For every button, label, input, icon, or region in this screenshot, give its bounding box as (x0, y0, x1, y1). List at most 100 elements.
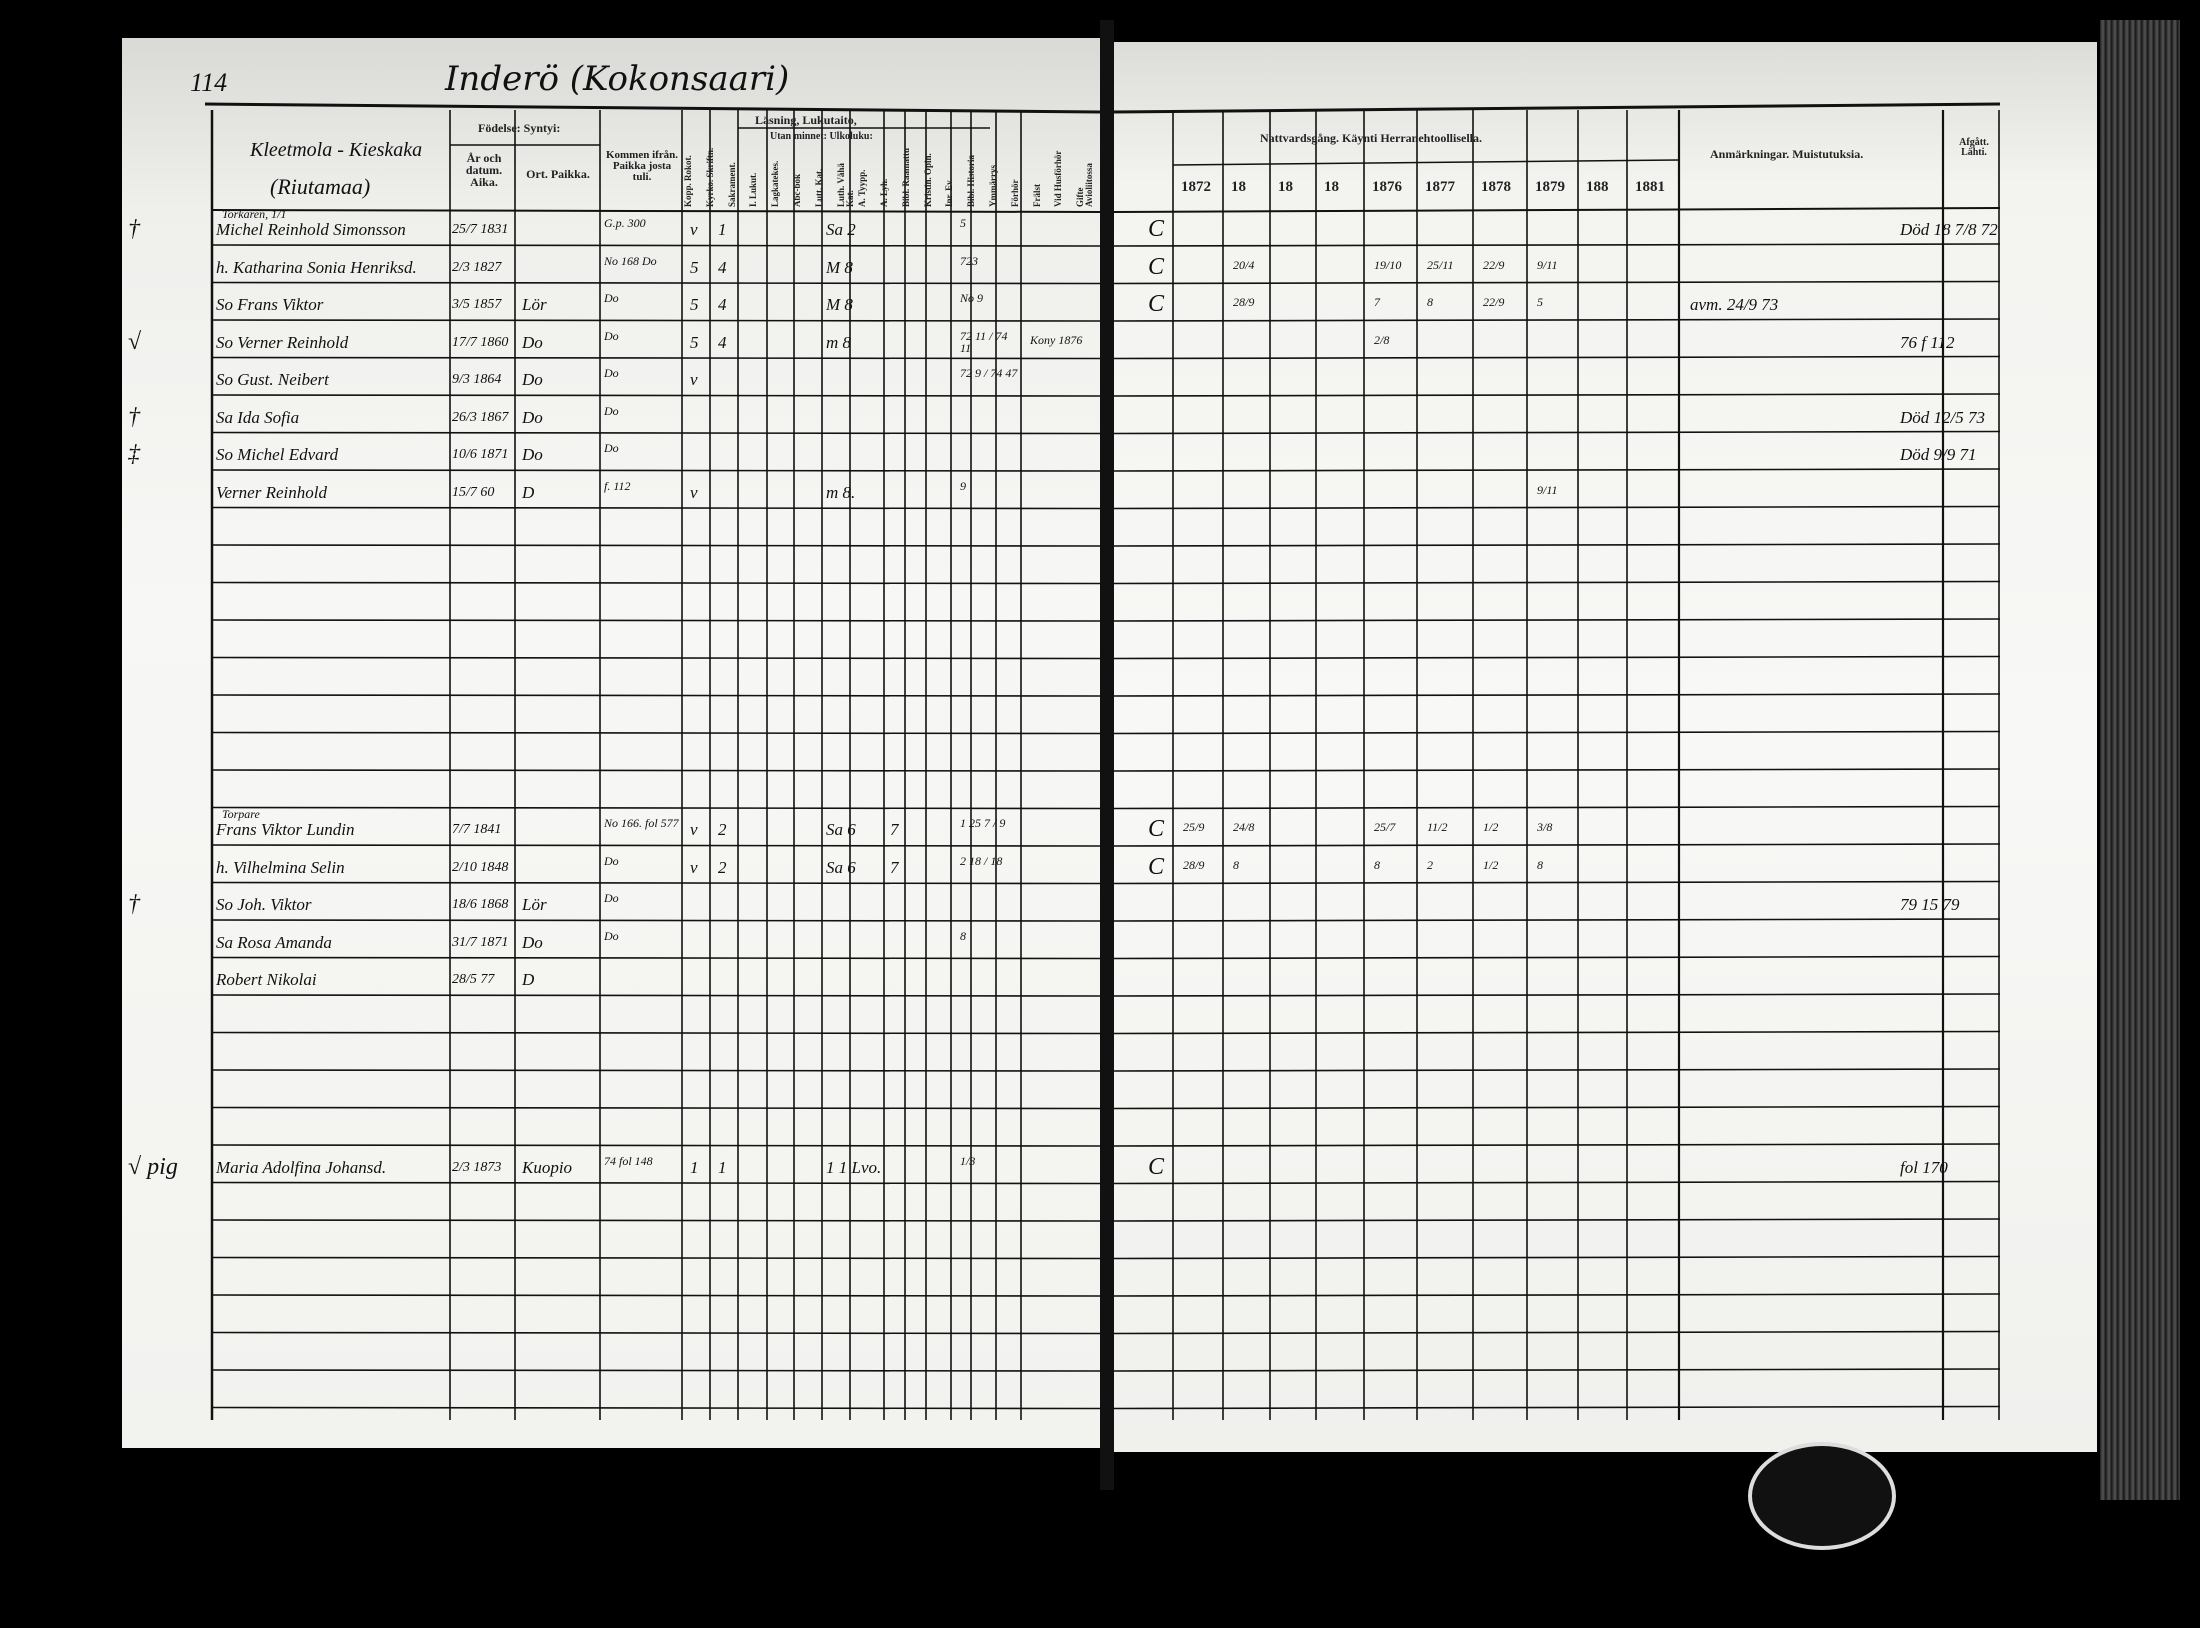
row-rule (211, 1181, 1101, 1185)
person-name: Sa Ida Sofia (216, 407, 300, 427)
person-name: Verner Reinhold (216, 482, 327, 502)
birth-place: Do (522, 932, 543, 952)
communion-mark: C (1148, 1153, 1165, 1180)
communion-date: 8 (1427, 295, 1433, 309)
came-from: Do (604, 291, 619, 305)
status-mark: † (128, 891, 140, 917)
communion-date: 24/8 (1233, 820, 1255, 834)
catechism-mark: Sa 6 (826, 857, 856, 877)
remarks-header: Anmärkningar. Muistutuksia. (1710, 147, 1864, 161)
column-header: Vid Husförhör (1053, 150, 1063, 207)
reading-mark: 1 (690, 1157, 699, 1177)
household-exam: 72 11 / 74 11 (960, 328, 1008, 355)
communion-date: 1/2 (1483, 820, 1499, 834)
row-rule (1111, 1368, 2001, 1372)
row-rule (211, 844, 1101, 847)
row-rule (211, 544, 1101, 547)
row-rule (1111, 993, 2001, 997)
came-from-header: Kommen ifrån. Paikka josta tuli. (605, 149, 679, 183)
row-rule (211, 806, 1101, 810)
departed-note: 76 f 112 (1900, 332, 1955, 352)
birth-place: Do (522, 332, 543, 352)
birth-place: Kuopio (522, 1157, 573, 1177)
birth-place: Do (522, 370, 543, 389)
reading-mark: 4 (718, 257, 727, 277)
departed-note: Död 9/9 71 (1900, 445, 1977, 464)
birth-place-header: Ort. Paikka. (526, 167, 590, 181)
communion-date: 3/8 (1537, 820, 1553, 834)
birth-group-header: Födelse: Syntyi: (478, 121, 561, 135)
person-name: Robert Nikolai (216, 970, 317, 989)
row-rule (211, 1256, 1101, 1260)
communion-date: 8 (1233, 857, 1239, 872)
row-rule (211, 1106, 1101, 1110)
communion-date: 22/9 (1483, 257, 1505, 272)
birth-place: Lör (522, 295, 547, 314)
birth-place: Lör (522, 895, 547, 914)
birth-date: 26/3 1867 (452, 409, 509, 425)
reading-group-header: Läsning, Lukutaito, (755, 113, 857, 127)
reading-mark: 1 (718, 220, 727, 239)
reading-mark: 4 (718, 295, 727, 314)
header-bottom-rule (211, 209, 1101, 213)
reading-mark: v (690, 370, 698, 389)
communion-date: 7 (1374, 295, 1380, 309)
row-rule (211, 431, 1101, 435)
household-exam: 9 (960, 478, 966, 493)
communion-date: 2/8 (1374, 332, 1390, 347)
row-rule (211, 1069, 1101, 1072)
household-exam: 8 (960, 928, 966, 943)
row-rule (1111, 468, 2001, 472)
catechism-grade: 7 (890, 857, 899, 877)
birth-place: D (522, 970, 535, 989)
column-header: Sakrament. (727, 162, 737, 207)
birth-place: D (522, 482, 535, 502)
row-rule (1111, 1105, 2001, 1110)
reading-mark: 1 (718, 1157, 727, 1177)
row-rule (211, 281, 1101, 285)
birth-date: 10/6 1871 (452, 447, 509, 462)
row-rule (1111, 1330, 2001, 1335)
catechism-mark: M 8 (826, 257, 853, 277)
communion-date: 1/2 (1483, 857, 1499, 872)
year-header: 1878 (1481, 179, 1511, 195)
header-bottom-rule (1111, 207, 2001, 213)
occupation-note: Torkaren, 1/1 (222, 207, 287, 221)
communion-mark: C (1148, 253, 1165, 280)
column-header: Ymmärrys (988, 165, 998, 207)
reading-mark: 2 (718, 857, 727, 877)
year-header: 1881 (1635, 179, 1665, 195)
came-from: Do (604, 853, 619, 868)
came-from: 74 fol 148 (604, 1153, 653, 1168)
person-name: Sa Rosa Amanda (216, 932, 332, 952)
year-header: 1872 (1181, 179, 1211, 195)
row-rule (1111, 280, 2001, 285)
household-exam: 72 9 / 74 47 (960, 366, 1018, 380)
archive-stamp (1748, 1442, 1896, 1550)
person-name: Maria Adolfina Johansd. (216, 1157, 387, 1177)
row-rule (211, 994, 1101, 997)
household-exam: 1/3 (960, 1153, 976, 1168)
birth-date: 2/10 1848 (452, 859, 509, 875)
row-rule (211, 731, 1101, 735)
memory-group-header: Utan minnet: Ulkoluku: (770, 131, 873, 142)
row-rule (211, 956, 1101, 960)
row-rule (1111, 355, 2001, 360)
communion-mark: C (1148, 216, 1165, 242)
person-name: h. Vilhelmina Selin (216, 857, 345, 877)
header-top-rule (1111, 102, 2001, 114)
year-header: 18 (1231, 179, 1246, 195)
row-rule (1111, 955, 2001, 960)
communion-mark: C (1148, 816, 1165, 842)
row-rule (1111, 655, 2001, 660)
communion-date: 22/9 (1483, 295, 1505, 309)
row-rule (211, 919, 1101, 922)
came-from: Do (604, 403, 619, 418)
row-rule (1111, 1180, 2001, 1185)
row-rule (1111, 805, 2001, 810)
communion-date: 8 (1537, 857, 1543, 872)
reading-mark: 2 (718, 820, 727, 839)
birth-date-header: År och datum. Aika. (465, 151, 503, 189)
person-name: So Frans Viktor (216, 295, 324, 314)
column-header: Kristin. Opin. (923, 153, 933, 207)
